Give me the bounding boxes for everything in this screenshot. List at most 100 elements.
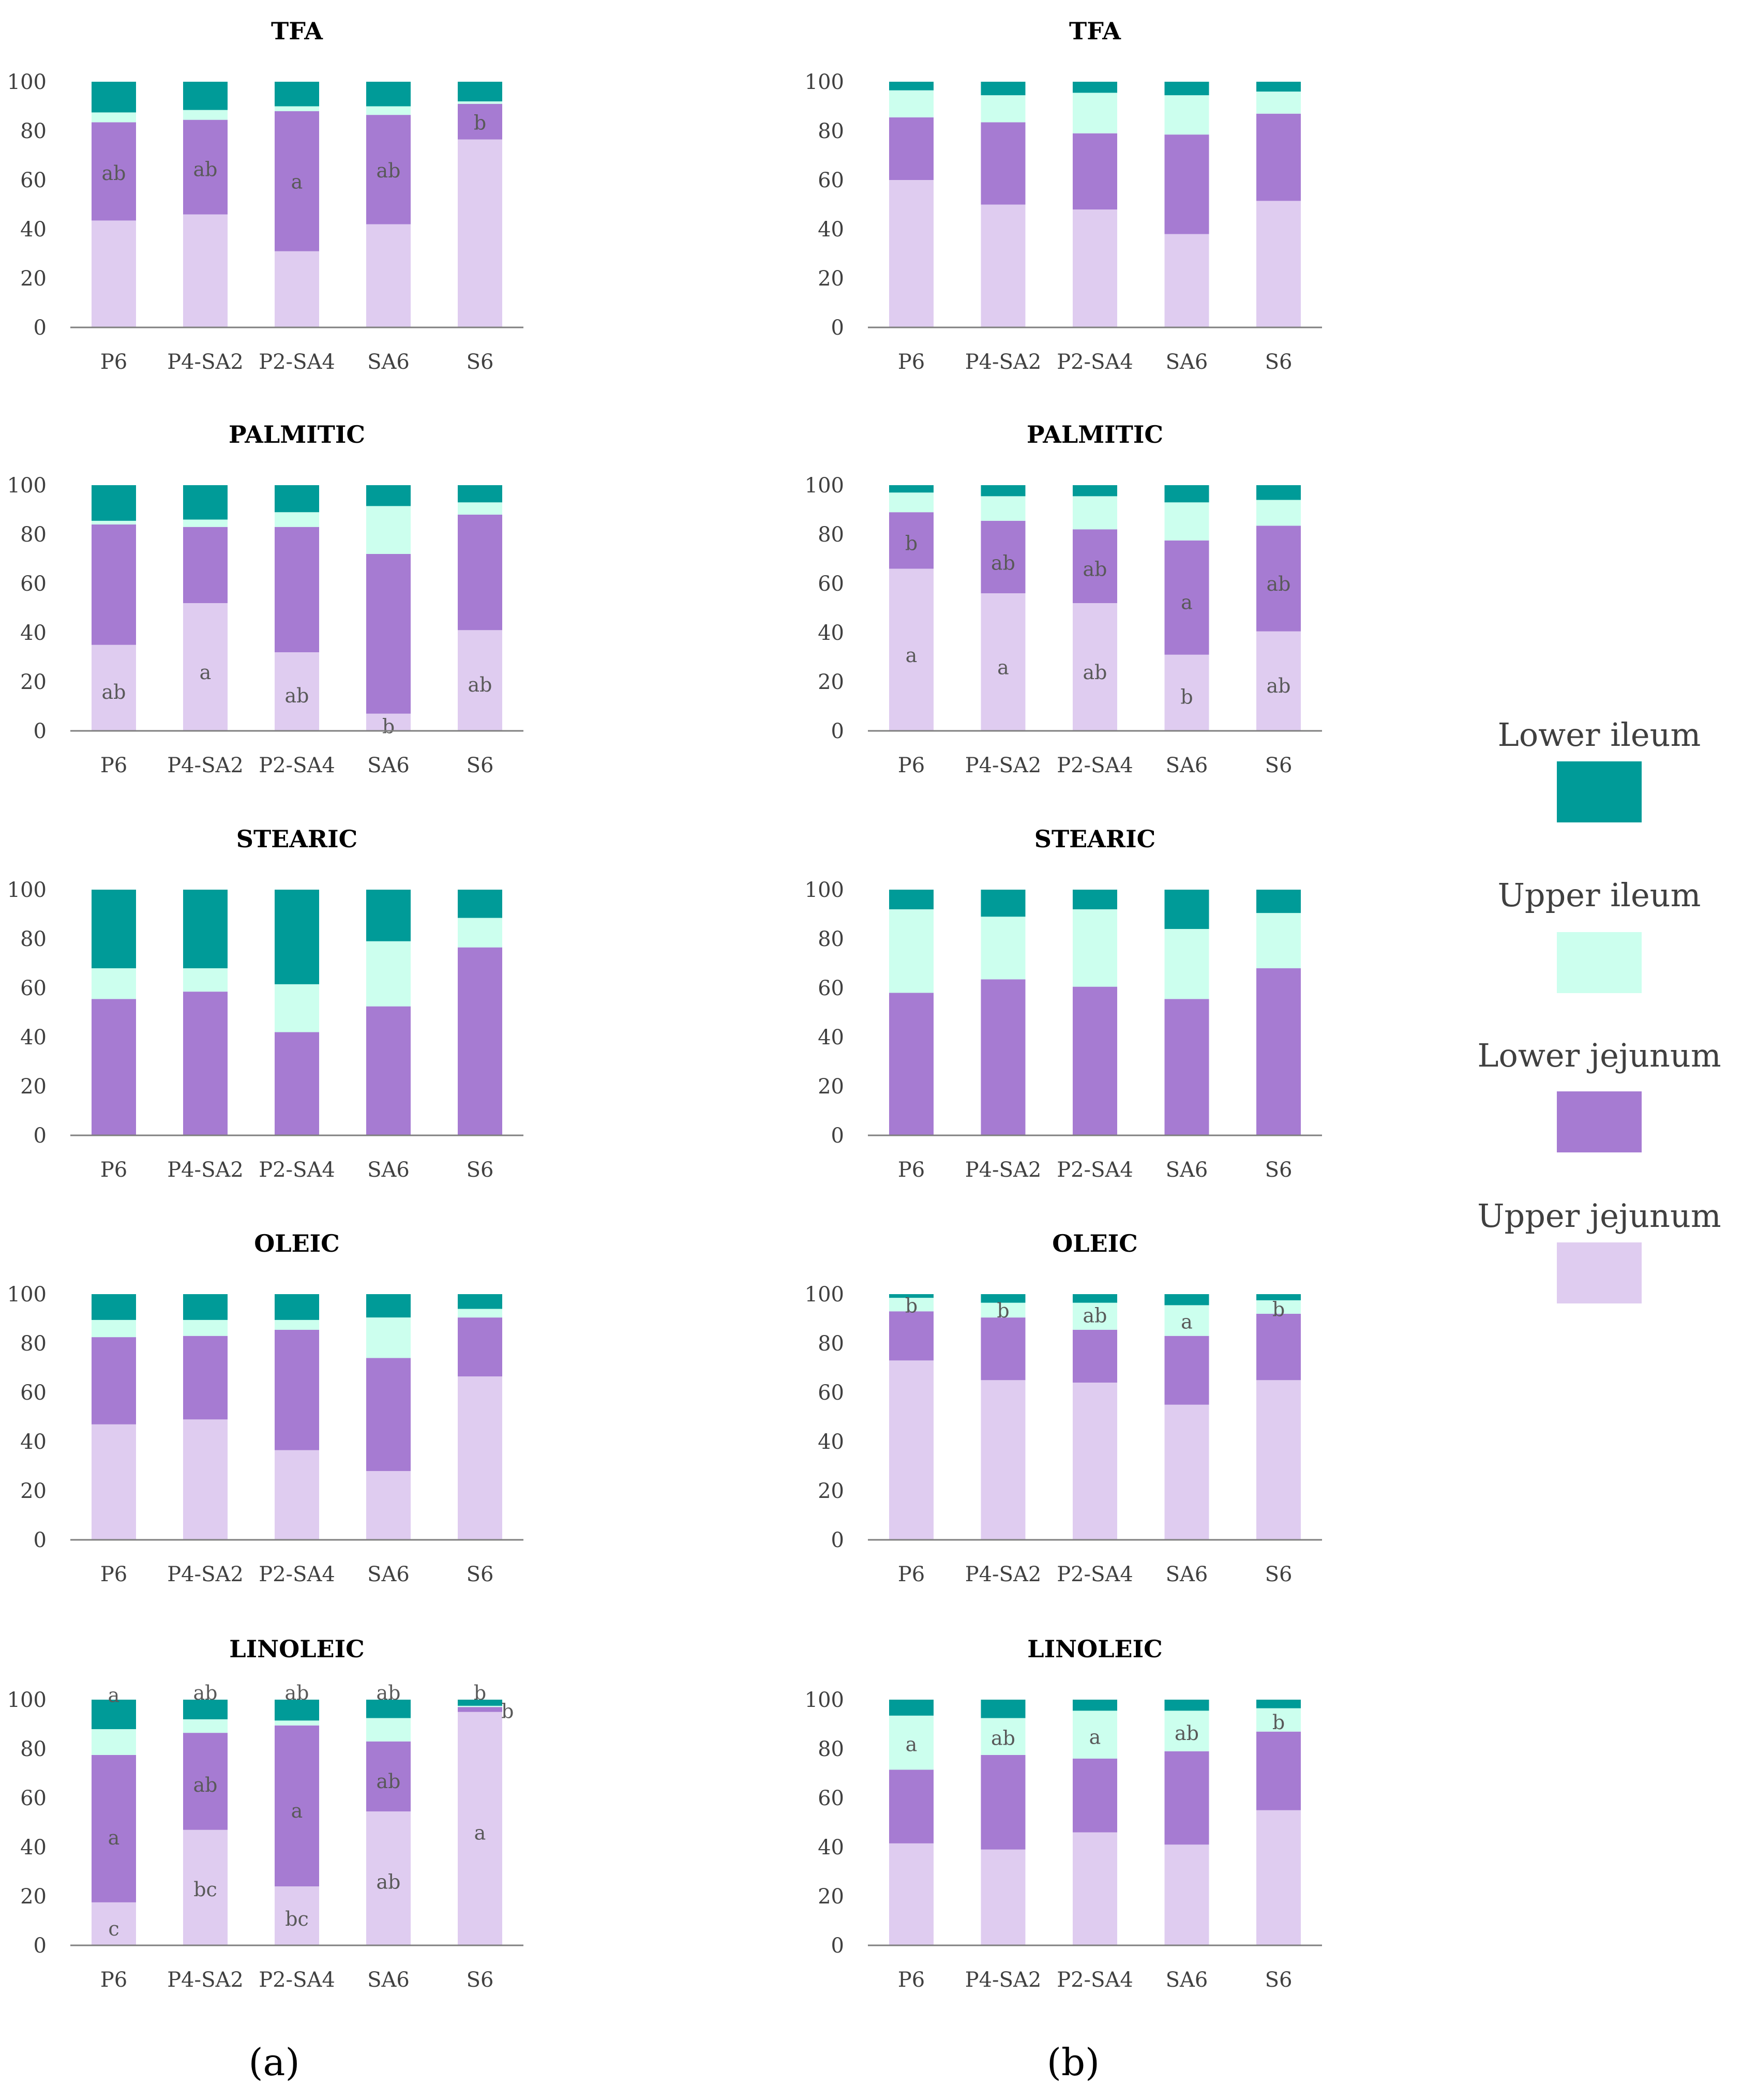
significance-letter: a	[1181, 1310, 1193, 1333]
bar-segment-upper-ileum	[1073, 1711, 1117, 1759]
y-tick-label: 0	[831, 1124, 844, 1148]
bar-segment-lower-ileum	[275, 1700, 319, 1721]
bar-segment-lower-ileum	[1164, 82, 1209, 96]
x-tick-label: P2-SA4	[259, 1158, 335, 1182]
significance-letter: b	[1272, 1711, 1285, 1734]
x-tick-label: P4-SA2	[167, 754, 244, 777]
significance-letter: ab	[1267, 674, 1291, 697]
bar-segment-upper-jejunum	[1164, 234, 1209, 327]
bar-segment-upper-jejunum	[458, 139, 502, 327]
bar-segment-lower-ileum	[1073, 1294, 1117, 1303]
significance-letter: ab	[1083, 661, 1107, 684]
bar-segment-lower-ileum	[981, 1294, 1026, 1303]
bar-segment-upper-ileum	[889, 1298, 934, 1312]
bar-segment-lower-jejunum	[1256, 526, 1301, 632]
chart-title: TFA	[1069, 17, 1121, 45]
significance-letter: a	[997, 656, 1009, 679]
bar-segment-upper-ileum	[366, 1718, 411, 1742]
bar-segment-lower-jejunum	[889, 1769, 934, 1843]
y-tick-label: 40	[20, 218, 47, 242]
x-tick-label: SA6	[1166, 754, 1208, 777]
x-tick-label: P6	[100, 1968, 127, 1992]
significance-letter: a	[108, 1684, 120, 1707]
bar-segment-upper-ileum	[458, 1309, 502, 1318]
x-tick-label: P6	[100, 350, 127, 374]
bar-segment-lower-jejunum	[1256, 1314, 1301, 1381]
bar-segment-lower-ileum	[458, 1294, 502, 1309]
significance-letter: a	[1181, 591, 1193, 614]
bar-segment-lower-ileum	[183, 485, 228, 520]
bar-segment-upper-ileum	[92, 520, 136, 524]
bar-segment-upper-ileum	[889, 90, 934, 117]
bar-segment-upper-ileum	[366, 1317, 411, 1358]
bar-segment-upper-ileum	[1164, 929, 1209, 999]
bar-segment-upper-ileum	[981, 1718, 1026, 1755]
x-tick-label: P6	[100, 754, 127, 777]
bar-segment-lower-jejunum	[1073, 1329, 1117, 1383]
y-tick-label: 60	[20, 1381, 47, 1405]
y-tick-label: 100	[805, 1688, 844, 1712]
bar-segment-upper-jejunum	[366, 1811, 411, 1945]
bar-segment-lower-ileum	[1073, 890, 1117, 909]
bar-segment-lower-ileum	[1256, 1294, 1301, 1300]
bar-segment-upper-ileum	[92, 1729, 136, 1755]
y-tick-label: 20	[818, 670, 844, 694]
bar-segment-upper-ileum	[183, 110, 228, 120]
bar-segment-upper-ileum	[981, 496, 1026, 521]
y-tick-label: 0	[831, 719, 844, 743]
chart-title: OLEIC	[254, 1229, 340, 1257]
x-tick-label: S6	[1265, 1158, 1293, 1182]
chart-title: STEARIC	[1034, 825, 1156, 853]
significance-letter: b	[905, 532, 918, 555]
bar-segment-lower-ileum	[183, 890, 228, 968]
significance-letter: b	[501, 1700, 514, 1722]
x-tick-label: SA6	[1166, 1563, 1208, 1586]
x-tick-label: SA6	[367, 1968, 410, 1992]
y-tick-label: 20	[818, 1075, 844, 1099]
x-tick-label: SA6	[1166, 350, 1208, 374]
x-tick-label: P6	[898, 754, 925, 777]
y-tick-label: 100	[805, 70, 844, 94]
bar-segment-upper-ileum	[1164, 1711, 1209, 1751]
bar-segment-lower-ileum	[92, 82, 136, 113]
bar-segment-upper-ileum	[275, 106, 319, 111]
significance-letter: b	[474, 111, 486, 134]
bar-segment-upper-jejunum	[1164, 654, 1209, 731]
bar-segment-upper-jejunum	[92, 220, 136, 327]
x-tick-label: P2-SA4	[1057, 1158, 1133, 1182]
bar-segment-upper-jejunum	[275, 251, 319, 327]
bar-segment-upper-ileum	[183, 968, 228, 992]
bar-segment-lower-jejunum	[1164, 134, 1209, 234]
significance-letter: ab	[1083, 558, 1107, 581]
y-tick-label: 100	[805, 1283, 844, 1307]
bar-segment-lower-jejunum	[1073, 529, 1117, 603]
x-tick-label: P4-SA2	[965, 1563, 1042, 1586]
y-tick-label: 60	[20, 977, 47, 1000]
chart-title: PALMITIC	[1027, 421, 1163, 448]
bar-segment-lower-jejunum	[275, 1725, 319, 1886]
y-tick-label: 80	[818, 1737, 844, 1761]
chart-b-linoleic: LINOLEIC 0 20 40 60 80 100 P6 P4-SA2 P2-SA4 SA6 S6 a…	[805, 1635, 1322, 1992]
y-tick-label: 20	[818, 1885, 844, 1909]
bar-segment-lower-jejunum	[275, 527, 319, 652]
bar-segment-upper-ileum	[458, 1705, 502, 1707]
significance-letter: bc	[193, 1878, 217, 1901]
bar-segment-upper-jejunum	[889, 1843, 934, 1945]
bar-segment-lower-ileum	[458, 1700, 502, 1706]
bar-segment-upper-jejunum	[981, 593, 1026, 731]
bar-segment-upper-ileum	[1164, 95, 1209, 135]
bar-segment-lower-ileum	[275, 890, 319, 984]
bar-segment-upper-jejunum	[458, 1376, 502, 1540]
bar-segment-upper-jejunum	[366, 1471, 411, 1540]
bar-segment-lower-jejunum	[275, 1329, 319, 1450]
significance-letter: c	[108, 1917, 119, 1940]
bar-segment-upper-jejunum	[366, 713, 411, 731]
y-tick-label: 80	[818, 523, 844, 547]
bar-segment-lower-ileum	[275, 1294, 319, 1320]
y-tick-label: 40	[20, 1836, 47, 1859]
y-tick-label: 80	[818, 1332, 844, 1356]
bar-segment-upper-ileum	[275, 1720, 319, 1726]
y-tick-label: 20	[20, 1075, 47, 1099]
bar-segment-lower-jejunum	[981, 979, 1026, 1135]
bar-segment-lower-jejunum	[1256, 113, 1301, 201]
